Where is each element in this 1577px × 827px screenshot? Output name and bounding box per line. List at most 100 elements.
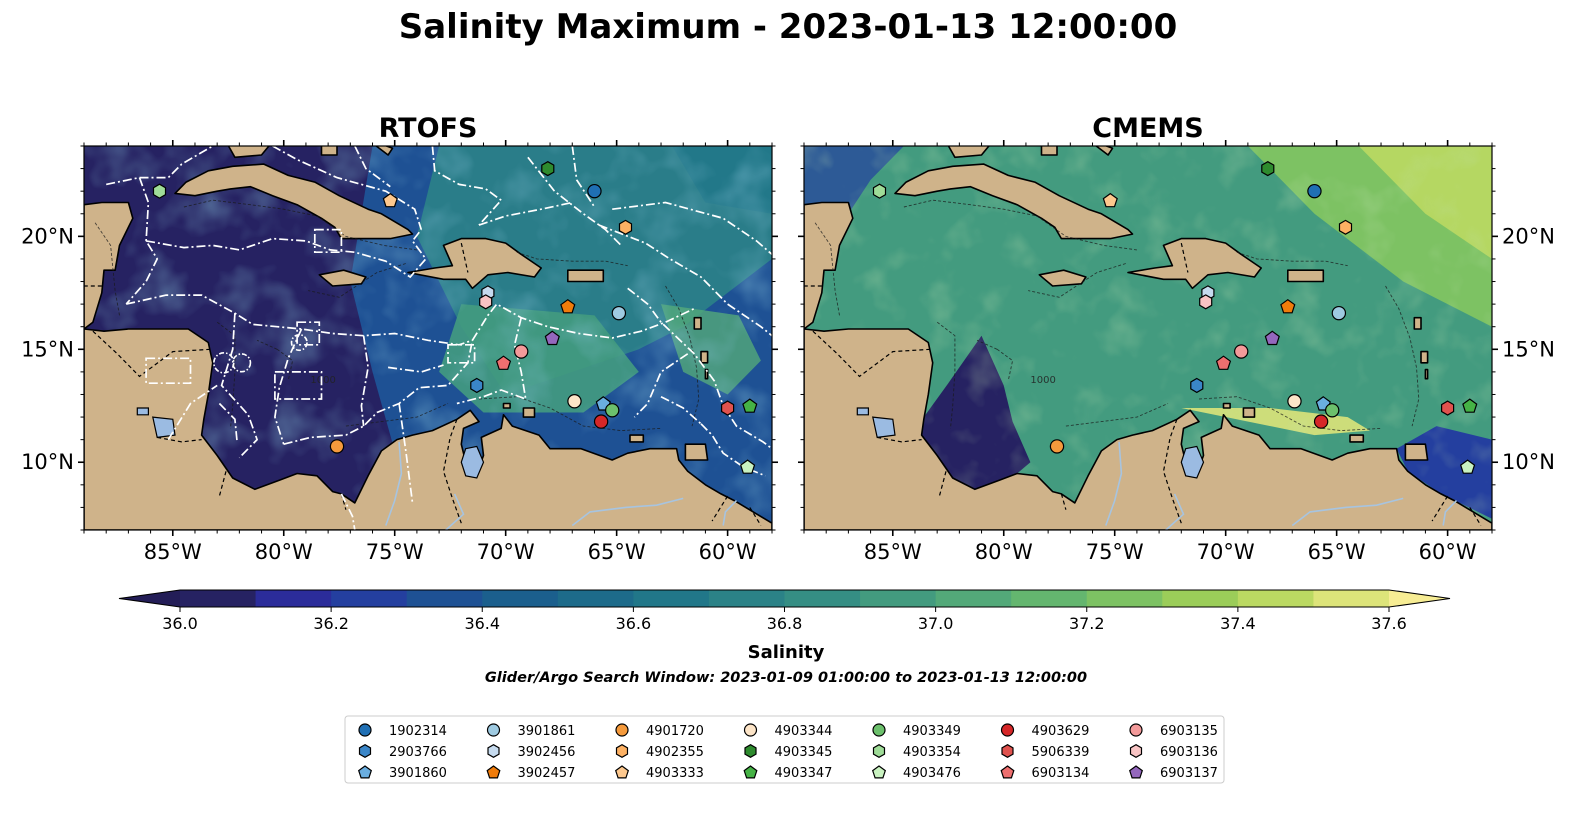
land-hispaniola [1127,237,1262,290]
legend-label: 4903347 [775,766,833,781]
country-border [218,471,227,497]
map-panel-rtofs: RTOFS 1000 85°W 80°W 75°W 70°W 65°W 60°W 10°N 15°… [21,113,778,564]
eez-line [313,228,343,254]
eez-line [296,321,321,346]
float-marker-6903136 [479,294,493,310]
colorbar-segment [860,590,937,607]
country-border [1431,495,1449,522]
colorbar-segment [180,590,257,607]
float-marker-4903349 [1325,403,1340,418]
colorbar-extend-max [1389,590,1450,607]
country-border [1180,242,1189,273]
bathymetry-contour [94,222,120,316]
float-marker-6903134 [1215,355,1232,370]
axis-ticks: 85°W 80°W 75°W 70°W 65°W 60°W 10°N 15°N 20°N [21,140,778,564]
legend-marker [1000,765,1015,779]
legend-marker [872,723,886,737]
float-marker-4903333 [382,192,398,208]
land-puerto [1287,269,1325,283]
eez-line [612,201,772,256]
bathymetry-contour [936,321,956,429]
land-bahama1 [320,146,338,156]
eez-line [571,146,596,208]
legend-marker [615,723,629,737]
float-marker-4903347 [1462,398,1478,413]
land-antilles3 [1424,368,1429,380]
eez-line [527,156,622,246]
land-bahama2 [1094,146,1114,156]
legend-item: 4903345 [744,744,832,760]
eez-line [274,328,303,445]
land-trinidad [1404,443,1429,461]
lon-tick-label: 85°W [864,540,922,564]
bathymetry-contour [814,222,840,316]
land-cuba [894,163,1134,240]
lon-tick-label: 80°W [975,540,1033,564]
legend-item: 4903347 [743,765,833,781]
legend-item: 1902314 [358,723,447,739]
lake-managua [136,407,149,416]
legend-marker [743,765,758,779]
country-border [938,471,947,497]
colorbar-segment [331,590,408,607]
colorbar-tick-label: 36.4 [464,614,500,633]
colorbar-segment [255,590,332,607]
legend-marker [1129,723,1143,737]
colorbar-segment [1237,590,1315,607]
contour-label: 1000 [310,375,335,386]
lon-tick-label: 65°W [588,540,646,564]
eez-line [106,146,214,186]
eez-line [167,384,218,441]
legend-marker [615,744,629,758]
country-border [1469,507,1482,526]
land-antilles [693,316,702,330]
contour-label: 1000 [1030,375,1055,386]
land-abc2 [1242,407,1256,418]
country-border [877,436,922,443]
map-area: 1000 [84,146,772,530]
float-marker-4903333 [1102,192,1118,208]
float-marker-5906339 [1440,400,1455,416]
land-margarita [629,434,645,443]
lon-tick-label: 70°W [1197,540,1255,564]
country-border [460,242,469,273]
float-marker-4901720 [1049,439,1065,454]
river [1291,497,1404,527]
land-mexico [84,201,134,330]
colorbar-segment [708,590,786,607]
eez-line [125,177,159,305]
lake-nicaragua [152,416,176,439]
float-marker-4903344 [1287,394,1302,409]
legend-item: 3901861 [486,723,575,739]
legend-marker [358,744,372,758]
colorbar-segment [1313,590,1389,607]
float-marker-4903354 [152,183,167,199]
legend-item: 5906339 [1001,744,1089,760]
colorbar-tick-label: 36.6 [616,614,652,633]
bathymetry-contour [256,339,278,350]
float-marker-4903476 [739,459,756,474]
float-marker-3902457 [560,298,576,314]
float-marker-6903135 [514,344,529,359]
eez-line [274,371,323,400]
float-marker-5906339 [720,400,735,416]
bathymetry-contour [996,348,1014,381]
bathymetry-contour [1236,251,1348,267]
bathymetry-contour [1028,263,1126,298]
eez-ring [290,333,308,352]
legend-label: 4903333 [646,766,704,781]
legend-marker [614,765,630,779]
eez-line [218,402,238,442]
legend-marker [486,765,501,779]
lon-tick-label: 80°W [255,540,313,564]
legend-label: 4903476 [903,766,961,781]
legend-label: 6903137 [1160,766,1218,781]
country-border [711,495,729,522]
float-marker-4903344 [567,394,582,409]
eez-line [598,224,772,337]
legend-marker [1129,744,1143,758]
float-marker-1902314 [587,183,602,199]
land-bahama1 [1040,146,1058,156]
legend-item: 6903137 [1128,765,1218,781]
legend-item: 3902457 [486,765,575,781]
